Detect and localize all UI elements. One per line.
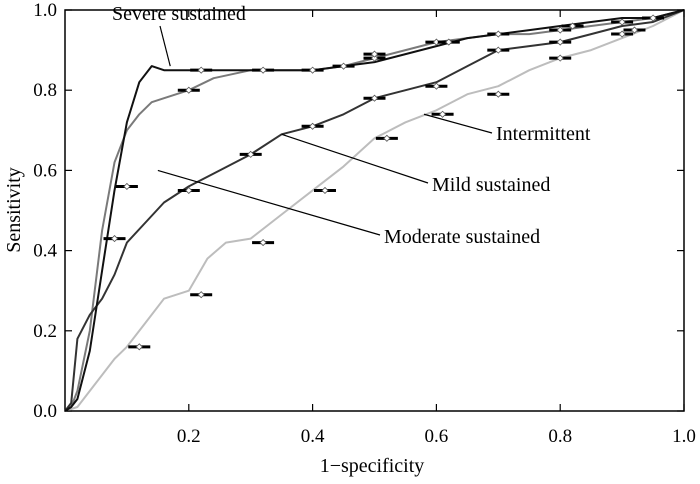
point-marker [110,235,119,243]
point-marker [439,110,447,118]
y-axis-title: Sensitivity [3,167,25,253]
point-marker [370,50,379,58]
point-marker [197,66,205,74]
point-marker [494,90,502,98]
point-marker [630,26,639,34]
y-tick-label: 0.6 [33,160,57,181]
x-tick-label: 0.4 [301,426,325,447]
series-layer [64,9,685,412]
y-tick-label: 1.0 [33,0,57,21]
point-marker [383,134,391,142]
point-marker [556,54,564,62]
point-marker [649,14,657,22]
x-tick-label: 1.0 [672,426,696,447]
point-marker [309,122,317,130]
y-tick-label: 0.2 [33,321,57,342]
x-axis-title: 1−specificity [320,455,425,477]
plot-border [64,9,685,412]
annotation-leader-line [157,169,381,236]
annotation-label: Moderate sustained [384,226,540,248]
point-marker [259,66,267,74]
point-marker [309,66,317,74]
annotation-leader-line [159,25,171,67]
series-line-severe-sustained [64,9,685,412]
annotation-layer: Severe sustained Intermittent Mild sustain… [112,3,591,248]
point-marker [247,150,255,158]
point-marker [123,182,131,191]
annotation-leader-line [281,133,429,184]
point-marker [197,291,205,299]
y-tick-label: 0.0 [33,401,57,422]
point-marker [618,30,626,38]
y-tick-label: 0.8 [33,80,57,101]
point-marker [185,86,193,94]
point-marker [494,30,502,38]
x-tick-label: 0.8 [548,426,572,447]
point-marker [135,343,143,351]
point-marker [556,38,564,46]
annotation-label: Severe sustained [112,3,246,25]
marker-layer [103,14,665,351]
annotation-label: Intermittent [496,123,591,145]
x-tick-label: 0.6 [425,426,449,447]
annotation-label: Mild sustained [432,174,550,196]
point-marker [494,46,502,54]
point-marker [556,26,564,34]
point-marker [259,239,267,247]
y-tick-label: 0.4 [33,241,57,262]
point-marker [569,22,577,30]
point-marker [321,186,329,195]
plot-frame [64,9,685,412]
tick-layer: 0.2 0.4 0.6 0.8 1.0 0.0 0.2 0.4 0.6 0.8 1.0 [33,0,696,447]
series-line-mild-sustained [64,9,685,412]
point-marker [185,186,193,195]
point-marker [445,38,453,46]
point-marker [339,62,348,70]
series-line-intermittent [64,9,685,412]
x-tick-label: 0.2 [177,426,201,447]
point-marker [618,18,626,26]
point-marker [370,54,379,62]
annotation-leader-line [423,113,493,134]
point-marker [370,94,379,102]
point-marker [432,82,440,90]
